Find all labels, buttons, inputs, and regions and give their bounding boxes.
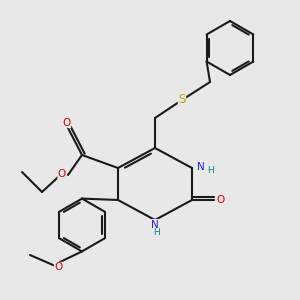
Text: O: O — [58, 169, 66, 178]
Text: H: H — [207, 166, 214, 175]
Text: O: O — [216, 195, 224, 205]
Text: N: N — [197, 161, 205, 172]
Text: N: N — [151, 220, 159, 230]
Text: O: O — [62, 118, 70, 128]
Text: S: S — [178, 94, 186, 106]
Text: H: H — [153, 228, 160, 237]
Text: O: O — [54, 262, 63, 272]
